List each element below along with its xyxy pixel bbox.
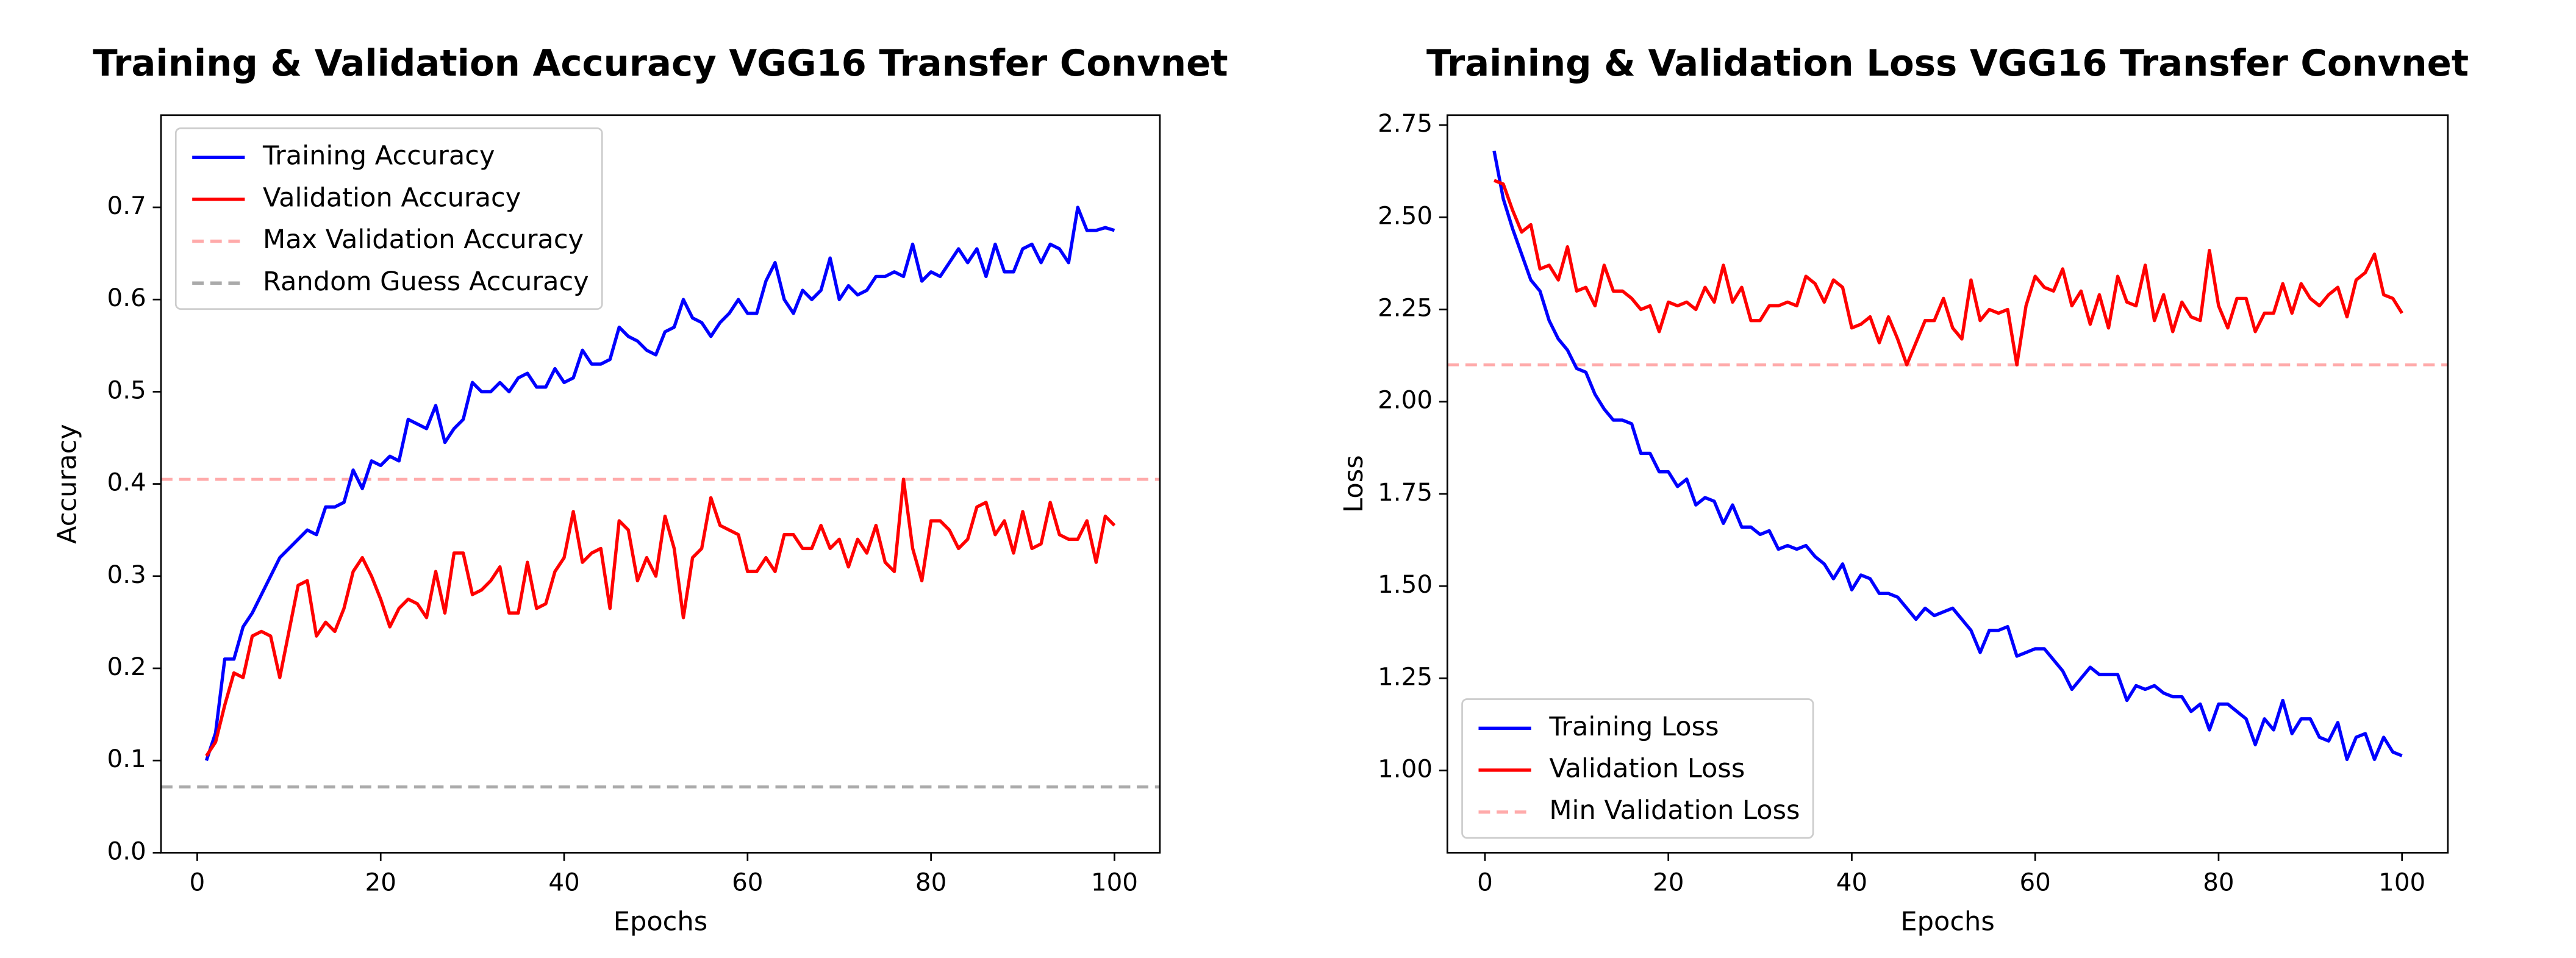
- y-tick-label: 2.00: [1378, 385, 1433, 415]
- y-axis-label: Accuracy: [52, 424, 83, 544]
- x-tick-label: 100: [2378, 868, 2425, 897]
- y-tick-label: 0.7: [107, 191, 146, 220]
- plot-frame: [1446, 114, 2449, 854]
- data-line: [205, 477, 1116, 757]
- chart-title: Training & Validation Loss VGG16 Transfe…: [1426, 42, 2469, 84]
- x-tick-label: 40: [548, 868, 579, 897]
- x-axis-label: Epochs: [614, 907, 707, 937]
- y-tick-label: 0.1: [107, 744, 146, 773]
- y-tick-label: 2.25: [1378, 293, 1433, 323]
- y-tick-label: 0.6: [107, 283, 146, 312]
- legend: Training Loss Validation Loss Min Validati…: [1461, 698, 1814, 839]
- x-tick-label: 60: [732, 868, 763, 897]
- y-tick-label: 0.3: [107, 560, 146, 589]
- y-tick-label: 1.75: [1378, 477, 1433, 507]
- legend: Training Accuracy Validation Accuracy Max …: [174, 127, 603, 310]
- y-tick-label: 0.4: [107, 468, 146, 497]
- y-tick-label: 0.5: [107, 375, 146, 404]
- x-tick-label: 80: [2203, 868, 2234, 897]
- legend-label: Min Validation Loss: [1549, 795, 1800, 826]
- y-tick-label: 2.75: [1378, 109, 1433, 138]
- x-tick-label: 100: [1091, 868, 1138, 897]
- legend-label: Random Guess Accuracy: [263, 266, 589, 297]
- plot-frame: [160, 114, 1161, 854]
- x-tick-label: 60: [2019, 868, 2050, 897]
- legend-label: Validation Loss: [1549, 753, 1745, 784]
- y-tick-label: 2.50: [1378, 201, 1433, 230]
- x-axis-label: Epochs: [1900, 907, 1994, 937]
- y-tick-label: 0.2: [107, 652, 146, 681]
- y-tick-label: 1.50: [1378, 570, 1433, 599]
- y-tick-label: 1.25: [1378, 662, 1433, 691]
- data-line: [1492, 150, 2403, 762]
- x-tick-label: 0: [190, 868, 206, 897]
- legend-label: Training Accuracy: [262, 141, 495, 171]
- y-axis-label: Loss: [1339, 455, 1369, 513]
- chart-title: Training & Validation Accuracy VGG16 Tra…: [93, 42, 1228, 84]
- legend-label: Max Validation Accuracy: [263, 224, 584, 255]
- data-line: [1493, 179, 2403, 366]
- x-tick-label: 40: [1836, 868, 1867, 897]
- legend-label: Training Loss: [1548, 712, 1719, 742]
- y-tick-label: 1.00: [1378, 754, 1433, 783]
- x-tick-label: 20: [1653, 868, 1684, 897]
- legend-frame: [1461, 698, 1814, 839]
- y-tick-label: 0.0: [107, 836, 146, 865]
- legend-label: Validation Accuracy: [263, 182, 521, 213]
- x-tick-label: 0: [1477, 868, 1493, 897]
- x-tick-label: 80: [915, 868, 946, 897]
- x-tick-label: 20: [365, 868, 396, 897]
- legend-frame: [174, 127, 603, 310]
- data-line: [204, 206, 1115, 762]
